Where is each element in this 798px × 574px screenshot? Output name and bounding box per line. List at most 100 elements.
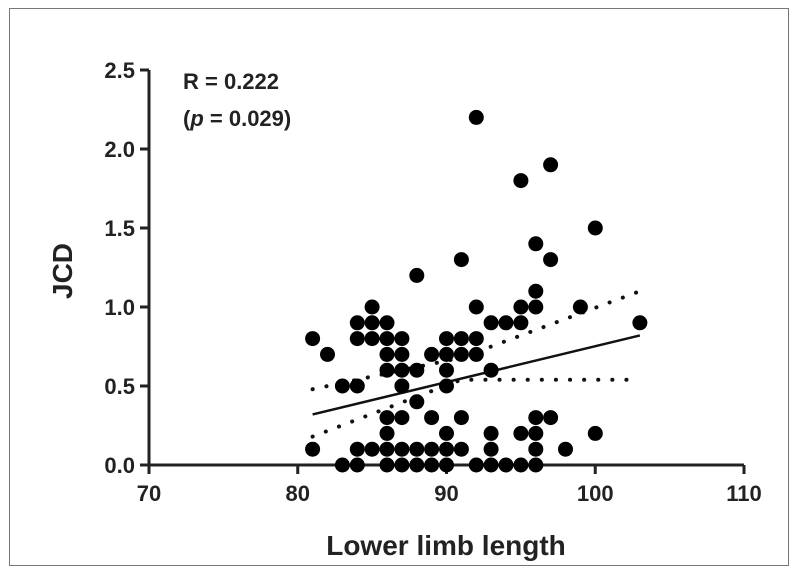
data-point [513, 315, 529, 331]
y-tick-label: 2.0 [104, 137, 135, 162]
data-point [439, 331, 454, 347]
data-point [439, 457, 454, 473]
data-point [424, 346, 440, 362]
regression-line [312, 334, 641, 416]
data-point [409, 441, 425, 457]
data-point [379, 425, 395, 441]
data-point [483, 425, 499, 441]
data-point [424, 441, 440, 457]
data-point [349, 441, 365, 457]
data-point [468, 346, 484, 362]
data-point [379, 362, 395, 378]
data-point [439, 346, 454, 362]
data-point [379, 410, 395, 426]
data-point [543, 252, 559, 268]
data-point [394, 441, 410, 457]
x-tick-label: 100 [577, 481, 614, 506]
data-point [558, 441, 573, 457]
data-point [305, 331, 321, 347]
data-point [349, 315, 365, 331]
data-point [439, 378, 454, 394]
x-tick-label: 110 [726, 481, 762, 506]
data-point [543, 410, 559, 426]
data-point [394, 362, 410, 378]
data-point [498, 457, 514, 473]
data-point [409, 267, 425, 283]
data-point [483, 457, 499, 473]
data-point [572, 299, 588, 315]
data-point [364, 299, 380, 315]
scatter-plot: 0.0 0.5 1.0 1.5 2.0 2.5 70 80 90 100 110 R = 0.222… [47, 58, 762, 561]
data-point [394, 346, 410, 362]
data-point [513, 299, 529, 315]
y-axis-title: JCD [47, 243, 78, 299]
data-point [513, 173, 529, 189]
data-point [349, 457, 365, 473]
data-point [379, 441, 395, 457]
data-point [528, 425, 544, 441]
data-point [528, 299, 544, 315]
y-tick-label: 2.5 [104, 58, 135, 83]
data-point [513, 457, 529, 473]
data-point [424, 410, 440, 426]
data-point [528, 283, 544, 299]
data-point [468, 457, 484, 473]
data-point [349, 378, 365, 394]
data-point [394, 331, 410, 347]
x-tick-label: 80 [286, 481, 310, 506]
data-point [453, 331, 469, 347]
regression-line-group [312, 334, 641, 416]
x-tick-label: 90 [434, 481, 458, 506]
data-point [528, 410, 544, 426]
data-point [468, 299, 484, 315]
data-point [349, 331, 365, 347]
data-point [439, 425, 454, 441]
y-tick-label: 1.5 [104, 216, 135, 241]
data-point [439, 441, 454, 457]
chart-frame: 0.0 0.5 1.0 1.5 2.0 2.5 70 80 90 100 110 R = 0.222… [9, 8, 789, 566]
data-point [379, 331, 395, 347]
data-point [453, 346, 469, 362]
data-point [305, 441, 321, 457]
data-point [528, 236, 544, 252]
data-point [528, 457, 544, 473]
data-point [334, 378, 350, 394]
data-point [528, 441, 544, 457]
data-point [379, 315, 395, 331]
data-point [453, 441, 469, 457]
data-point [394, 410, 410, 426]
correlation-annotation: R = 0.222 [183, 69, 279, 94]
data-point [439, 362, 454, 378]
data-point [320, 346, 335, 362]
data-point [364, 331, 380, 347]
data-point [424, 457, 440, 473]
data-point [409, 394, 425, 410]
data-point [364, 441, 380, 457]
data-point [543, 157, 559, 173]
data-point [483, 441, 499, 457]
data-point [468, 331, 484, 347]
data-point [453, 252, 469, 268]
data-point [394, 457, 410, 473]
data-point [632, 315, 648, 331]
data-point [498, 315, 514, 331]
data-point [394, 378, 410, 394]
data-point [453, 410, 469, 426]
x-axis-title: Lower limb length [326, 530, 566, 561]
data-point [334, 457, 350, 473]
data-point [513, 425, 529, 441]
data-point [587, 425, 603, 441]
data-point [409, 362, 425, 378]
data-point [364, 315, 380, 331]
data-point [379, 346, 395, 362]
data-point [587, 220, 603, 236]
data-point [483, 315, 499, 331]
data-points [305, 109, 648, 473]
x-tick-label: 70 [137, 481, 161, 506]
y-tick-label: 0.0 [104, 453, 135, 478]
data-point [468, 109, 484, 125]
y-tick-label: 1.0 [104, 295, 135, 320]
y-tick-label: 0.5 [104, 374, 135, 399]
data-point [409, 457, 425, 473]
p-value-annotation: (p = 0.029) [183, 106, 291, 131]
